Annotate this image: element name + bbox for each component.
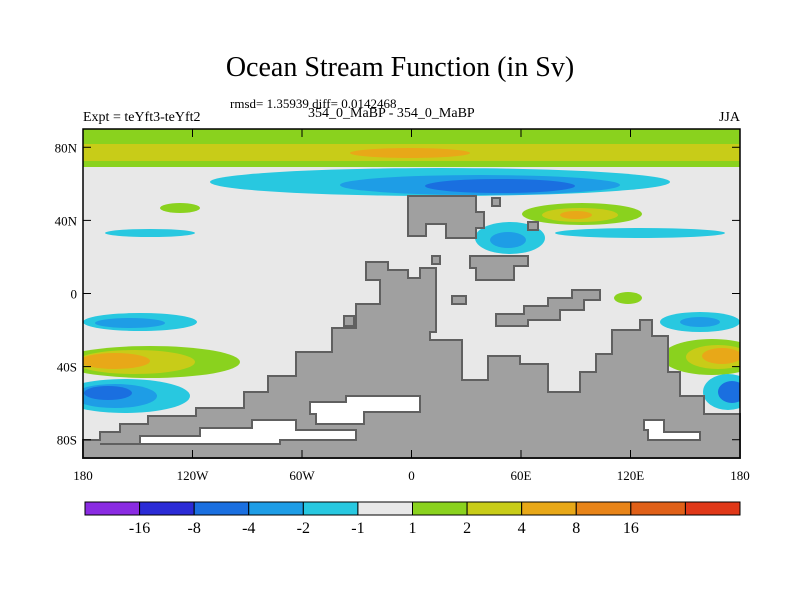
colorbar-swatch xyxy=(193,501,250,516)
y-tick-label: 0 xyxy=(71,287,78,302)
colorbar-swatch xyxy=(521,501,577,516)
x-tick-label: 120E xyxy=(617,468,645,483)
colorbar-label: -8 xyxy=(188,520,201,537)
land-east-island xyxy=(469,255,529,281)
land-north-block xyxy=(407,195,485,239)
contour-se-positive-3 xyxy=(702,348,740,364)
land-speck-4 xyxy=(527,221,539,231)
colorbar-swatch xyxy=(302,501,359,516)
colorbar-swatch xyxy=(139,501,195,516)
contour-north-negative-3 xyxy=(425,179,575,193)
contour-fields xyxy=(83,129,740,413)
colorbar-swatch xyxy=(84,501,141,516)
x-tick-label: 180 xyxy=(73,468,93,483)
y-tick-label: 80S xyxy=(57,433,77,448)
land-speck-1 xyxy=(343,315,355,327)
colorbar-swatch xyxy=(466,501,523,516)
colorbar-label: -4 xyxy=(242,520,255,537)
land-speck-2 xyxy=(451,295,467,305)
y-tick-label: 40S xyxy=(57,360,77,375)
colorbar-swatch xyxy=(575,501,632,516)
stats-subtitle: rmsd= 1.35939 diff= 0.0142468 xyxy=(230,96,397,111)
y-tick-label: 40N xyxy=(55,213,78,228)
x-tick-label: 60E xyxy=(511,468,532,483)
contour-southern-negative-3 xyxy=(84,386,132,400)
x-axis: 180 120W 60W 0 60E 120E 180 xyxy=(73,129,750,483)
inland-sea-3 xyxy=(643,419,701,441)
land-main-continent xyxy=(82,261,741,459)
land-speck-5 xyxy=(491,197,501,207)
colorbar-swatch xyxy=(357,501,413,516)
y-tick-label: 80N xyxy=(55,140,78,155)
y-axis: 80N 40N 0 40S 80S xyxy=(55,140,740,448)
inland-waters xyxy=(100,395,701,445)
inland-sea-1 xyxy=(309,395,421,425)
land-speck-3 xyxy=(431,255,441,265)
contour-sw-pacific-negative-2 xyxy=(680,317,720,327)
colorbar-label: -1 xyxy=(351,520,364,537)
season-label: JJA xyxy=(718,110,740,125)
land-se-island xyxy=(495,289,601,327)
colorbar-label: 16 xyxy=(623,520,639,537)
contour-marginal-seas-2 xyxy=(490,232,526,248)
contour-ne-pacific-2 xyxy=(105,229,195,237)
colorbar-label: 8 xyxy=(572,520,580,537)
land-masses xyxy=(82,195,741,459)
experiment-label: Expt = teYft3-teYft2 xyxy=(83,110,201,125)
period-label: 354_0_MaBP - 354_0_MaBP xyxy=(308,106,475,121)
colorbar-label: -16 xyxy=(129,520,150,537)
x-tick-label: 180 xyxy=(730,468,750,483)
x-tick-label: 120W xyxy=(177,468,210,483)
colorbar-swatch xyxy=(684,501,741,516)
colorbar-swatch xyxy=(412,501,468,516)
colorbar-swatch xyxy=(248,501,304,516)
contour-pacific-negative xyxy=(555,228,725,238)
contour-s-pacific-negative-2 xyxy=(95,318,165,328)
contour-tropical-positive xyxy=(614,292,642,304)
colorbar-swatch xyxy=(630,501,686,516)
contour-nw-pacific-3 xyxy=(560,211,592,219)
contour-arctic-max xyxy=(350,148,470,158)
x-tick-label: 60W xyxy=(289,468,315,483)
colorbar: -16 -8 -4 -2 -1 1 2 4 8 16 xyxy=(84,501,741,537)
contour-ne-pacific-1 xyxy=(160,203,200,213)
colorbar-label: 1 xyxy=(409,520,417,537)
colorbar-label: 4 xyxy=(518,520,526,537)
colorbar-label: 2 xyxy=(463,520,471,537)
plot-title: Ocean Stream Function (in Sv) xyxy=(225,52,575,83)
contour-se-negative-2 xyxy=(718,381,740,403)
inland-sea-2 xyxy=(100,419,357,445)
colorbar-label: -2 xyxy=(297,520,310,537)
x-tick-label: 0 xyxy=(408,468,415,483)
contour-southern-positive-3 xyxy=(83,353,150,369)
